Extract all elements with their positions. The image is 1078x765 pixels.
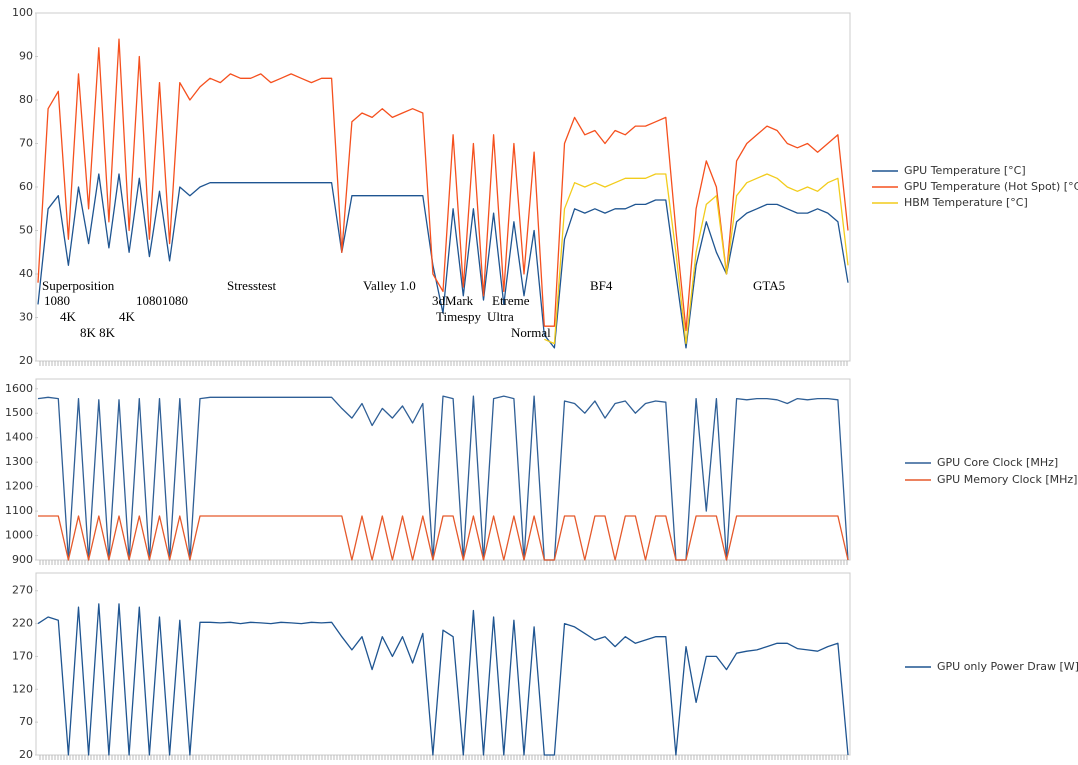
y-tick-label: 1200 xyxy=(5,480,33,493)
annotation: Ultra xyxy=(487,309,514,324)
y-tick-label: 90 xyxy=(19,50,33,63)
y-tick-label: 1500 xyxy=(5,406,33,419)
y-tick-label: 220 xyxy=(12,617,33,630)
y-tick-label: 30 xyxy=(19,311,33,324)
series-line xyxy=(544,173,849,345)
annotation: Normal xyxy=(511,325,551,340)
annotation: 1080 xyxy=(44,293,70,308)
series-line xyxy=(38,515,849,561)
y-tick-label: 60 xyxy=(19,180,33,193)
series-line xyxy=(37,173,849,349)
plot-frame xyxy=(35,572,851,756)
y-tick-label: 120 xyxy=(12,682,33,695)
annotation: 4K xyxy=(119,309,136,324)
y-tick-label: 40 xyxy=(19,267,33,280)
y-tick-label: 20 xyxy=(19,354,33,367)
series-line xyxy=(37,603,849,756)
annotation: 8K 8K xyxy=(80,325,116,340)
annotation: Valley 1.0 xyxy=(363,278,416,293)
series-line xyxy=(37,395,849,561)
annotation: Superposition xyxy=(42,278,115,293)
y-tick-label: 1300 xyxy=(5,455,33,468)
x-axis-ticks xyxy=(38,560,848,565)
annotation: 3dMark xyxy=(432,293,474,308)
legend-label: HBM Temperature [°C] xyxy=(904,196,1028,209)
series-line xyxy=(37,38,849,332)
legend-label: GPU Temperature (Hot Spot) [°C] xyxy=(904,180,1078,193)
y-tick-label: 70 xyxy=(19,137,33,150)
annotation: 4K xyxy=(60,309,77,324)
y-tick-label: 80 xyxy=(19,93,33,106)
y-tick-label: 1600 xyxy=(5,382,33,395)
annotation: Stresstest xyxy=(227,278,277,293)
legend-label: GPU Core Clock [MHz] xyxy=(937,456,1058,469)
y-tick-label: 1000 xyxy=(5,529,33,542)
y-tick-label: 70 xyxy=(19,715,33,728)
y-tick-label: 20 xyxy=(19,748,33,761)
y-tick-label: 1400 xyxy=(5,431,33,444)
legend-label: GPU only Power Draw [W] xyxy=(937,660,1078,673)
y-tick-label: 100 xyxy=(12,6,33,19)
x-axis-ticks xyxy=(38,755,848,760)
y-tick-label: 170 xyxy=(12,649,33,662)
legend-label: GPU Temperature [°C] xyxy=(904,164,1026,177)
annotation: Timespy xyxy=(436,309,482,324)
annotation: Etreme xyxy=(492,293,530,308)
y-tick-label: 1100 xyxy=(5,504,33,517)
annotation: GTA5 xyxy=(753,278,785,293)
legend-label: GPU Memory Clock [MHz] xyxy=(937,473,1077,486)
x-axis-ticks xyxy=(38,361,848,366)
annotation: BF4 xyxy=(590,278,613,293)
y-tick-label: 900 xyxy=(12,553,33,566)
annotation: 10801080 xyxy=(136,293,188,308)
y-tick-label: 270 xyxy=(12,584,33,597)
y-tick-label: 50 xyxy=(19,224,33,237)
